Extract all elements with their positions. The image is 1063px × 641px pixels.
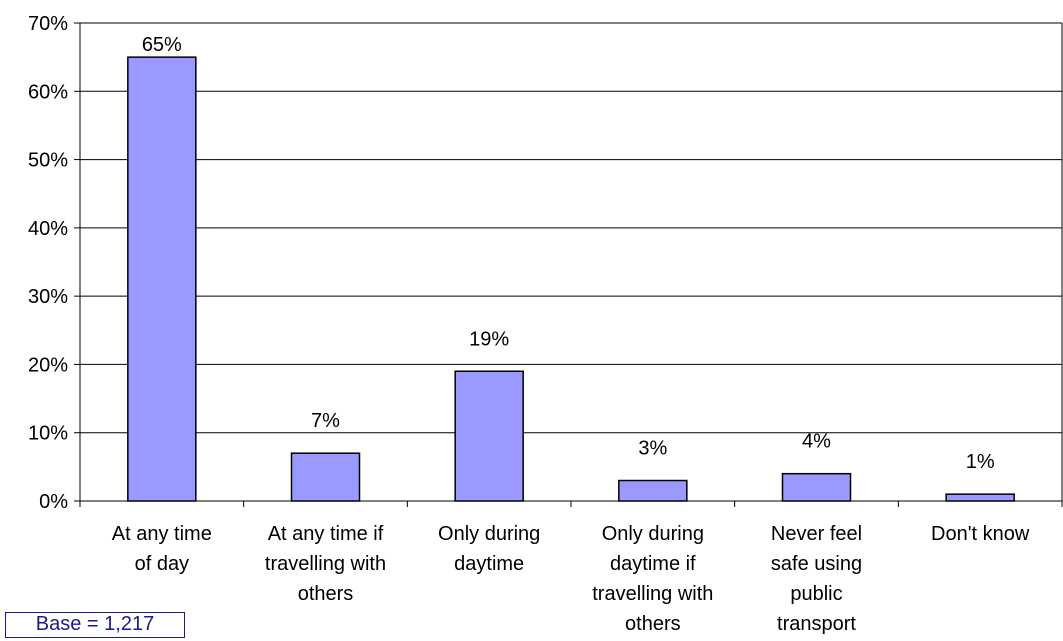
- y-tick-label: 60%: [28, 81, 68, 103]
- category-label: Don't know: [931, 523, 1030, 545]
- category-label-line: others: [625, 613, 681, 635]
- category-label-line: travelling with: [265, 553, 386, 575]
- bar: [781, 472, 852, 502]
- category-label-line: At any time if: [268, 523, 384, 545]
- data-label: 3%: [638, 438, 667, 460]
- category-label: Only during daytime if travelling with othe…: [592, 523, 713, 635]
- category-label: Only during daytime: [438, 523, 540, 575]
- base-note: Base = 1,217: [5, 612, 185, 638]
- data-label: 4%: [802, 431, 831, 453]
- axes: [74, 22, 1063, 507]
- category-label-line: daytime: [454, 553, 524, 575]
- category-label-line: daytime if: [610, 553, 696, 575]
- category-label: At any time of day: [112, 523, 212, 575]
- data-label: 1%: [966, 451, 995, 473]
- data-label: 19%: [469, 328, 509, 350]
- category-label-line: others: [298, 583, 354, 605]
- category-label: Never feel safe using public transport: [771, 523, 862, 635]
- y-tick-label: 50%: [28, 150, 68, 172]
- y-tick-label: 20%: [28, 354, 68, 376]
- gridlines: [80, 22, 1062, 434]
- category-labels: At any time of day At any time if travellin…: [112, 523, 1030, 635]
- y-tick-label: 0%: [39, 491, 68, 513]
- y-tick-label: 30%: [28, 286, 68, 308]
- category-label: At any time if travelling with others: [265, 523, 386, 605]
- category-label-line: Only during: [602, 523, 704, 545]
- data-label: 65%: [142, 34, 182, 56]
- category-label-line: Never feel: [771, 523, 862, 545]
- y-tick-label: 10%: [28, 423, 68, 445]
- category-label-line: public: [790, 583, 842, 605]
- bar: [454, 370, 524, 502]
- category-label-line: At any time: [112, 523, 212, 545]
- bars: [127, 56, 1015, 502]
- data-label: 7%: [311, 410, 340, 432]
- category-label-line: travelling with: [592, 583, 713, 605]
- y-tick-labels: 0% 10% 20% 30% 40% 50% 60% 70%: [28, 13, 68, 513]
- bar: [127, 56, 197, 502]
- category-label-line: of day: [135, 553, 189, 575]
- y-tick-label: 70%: [28, 13, 68, 35]
- bar: [945, 493, 1015, 502]
- data-labels: 65% 7% 19% 3% 4% 1%: [142, 34, 995, 473]
- category-label-line: Only during: [438, 523, 540, 545]
- y-tick-label: 40%: [28, 218, 68, 240]
- bar: [618, 479, 688, 502]
- category-label-line: safe using: [771, 553, 862, 575]
- category-label-line: transport: [777, 613, 856, 635]
- category-label-line: Don't know: [931, 523, 1030, 545]
- bar: [290, 452, 361, 502]
